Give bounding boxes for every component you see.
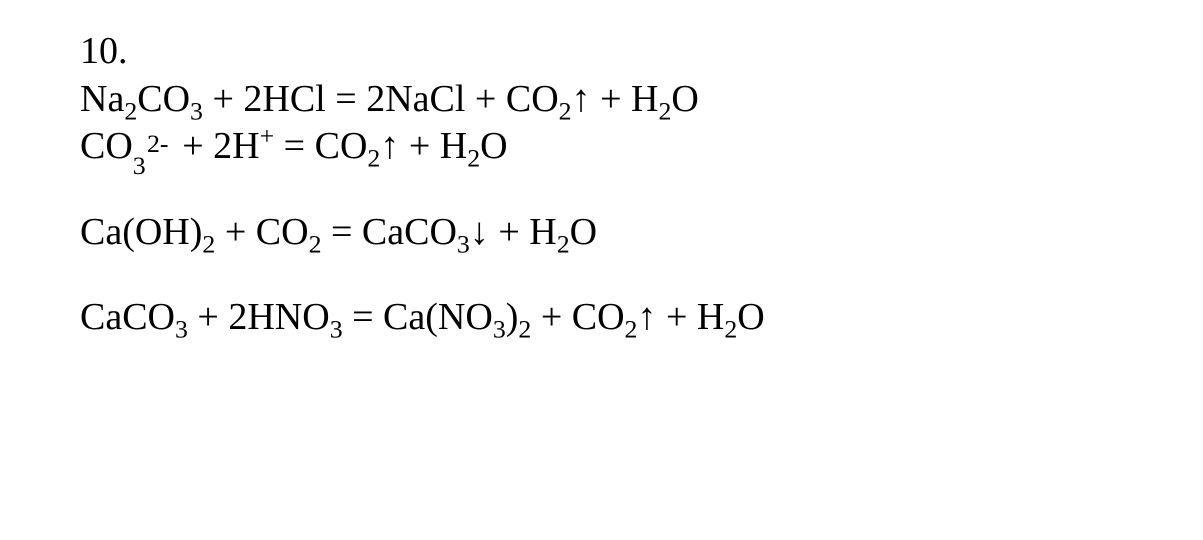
- spacer: [80, 171, 1203, 209]
- eq1-coef-r1: 2: [366, 78, 385, 120]
- eq1-h2o-h: H: [631, 78, 658, 120]
- eq2-coef2: 2: [213, 125, 232, 167]
- eq1-coef2: 2: [243, 78, 262, 120]
- eq1-na-sub: 2: [124, 96, 137, 125]
- equation-3: Ca(OH)2 + CO2 = CaCO3↓ + H2O: [80, 209, 1203, 257]
- equation-1: Na2CO3 + 2HCl = 2NaCl + CO2↑ + H2O: [80, 76, 1203, 124]
- heading-line: 10.: [80, 28, 1203, 76]
- eq3-caoh: Ca(OH): [80, 211, 202, 253]
- eq4-co2-sub: 2: [625, 315, 638, 344]
- eq4-hno3: HNO: [247, 296, 329, 338]
- eq4-caco3: CaCO: [80, 296, 175, 338]
- eq2-co2: CO: [315, 125, 368, 167]
- gas-arrow-icon: ↑: [637, 294, 656, 342]
- eq3-caco3: CaCO: [362, 211, 457, 253]
- eq1-co2-sub: 2: [559, 96, 572, 125]
- eq2-co: CO: [80, 125, 133, 167]
- eq1-equals: =: [326, 78, 366, 120]
- eq1-nacl: NaCl: [385, 78, 465, 120]
- eq1-plus-r2: +: [591, 78, 631, 120]
- gas-arrow-icon: ↑: [572, 76, 591, 124]
- eq3-h2o-o: O: [570, 211, 597, 253]
- eq1-plus1: +: [203, 78, 243, 120]
- eq2-h2o-o: O: [480, 125, 507, 167]
- eq2-co2-sub: 2: [367, 144, 380, 173]
- eq3-h2o-h: H: [529, 211, 556, 253]
- eq2-h2o-sub: 2: [467, 144, 480, 173]
- eq3-co2-sub: 2: [309, 229, 322, 258]
- eq1-h2o-o: O: [671, 78, 698, 120]
- eq1-hcl: HCl: [262, 78, 325, 120]
- equation-2: CO32- + 2H+ = CO2↑ + H2O: [80, 123, 1203, 171]
- eq4-cano3-sub: 3: [493, 315, 506, 344]
- eq4-cano3: Ca(NO: [383, 296, 493, 338]
- gas-arrow-icon: ↑: [380, 123, 399, 171]
- eq1-h2o-sub: 2: [658, 96, 671, 125]
- eq4-h2o-h: H: [697, 296, 724, 338]
- problem-number: 10.: [80, 30, 128, 72]
- eq2-h-sup: +: [260, 121, 275, 150]
- eq4-caco3-sub: 3: [175, 315, 188, 344]
- eq4-plus1: +: [188, 296, 228, 338]
- eq3-co2: CO: [256, 211, 309, 253]
- eq3-caoh-sub: 2: [202, 229, 215, 258]
- eq4-equals: =: [343, 296, 383, 338]
- equation-4: CaCO3 + 2HNO3 = Ca(NO3)2 + CO2↑ + H2O: [80, 294, 1203, 342]
- spacer: [80, 256, 1203, 294]
- eq2-plus-r1: +: [399, 125, 439, 167]
- eq2-equals: =: [274, 125, 314, 167]
- eq3-h2o-sub: 2: [557, 229, 570, 258]
- eq3-equals: =: [321, 211, 361, 253]
- eq1-na: Na: [80, 78, 124, 120]
- eq4-coef2: 2: [228, 296, 247, 338]
- eq1-co: CO: [137, 78, 190, 120]
- eq4-plus-r1: +: [531, 296, 571, 338]
- eq2-h2o-h: H: [440, 125, 467, 167]
- page: 10. Na2CO3 + 2HCl = 2NaCl + CO2↑ + H2O C…: [0, 0, 1203, 540]
- eq3-plus1: +: [215, 211, 255, 253]
- eq1-plus-r1: +: [465, 78, 505, 120]
- precipitate-arrow-icon: ↓: [470, 209, 489, 257]
- eq4-hno3-sub: 3: [330, 315, 343, 344]
- eq4-plus-r2: +: [656, 296, 696, 338]
- eq3-caco3-sub: 3: [457, 229, 470, 258]
- eq4-cano3-close: ): [506, 296, 519, 338]
- eq4-co2: CO: [572, 296, 625, 338]
- eq4-cano3-outer-sub: 2: [518, 315, 531, 344]
- eq3-plus-r1: +: [489, 211, 529, 253]
- eq2-h: H: [232, 125, 259, 167]
- eq2-plus1: +: [173, 125, 213, 167]
- eq4-h2o-sub: 2: [724, 315, 737, 344]
- eq1-co2: CO: [506, 78, 559, 120]
- eq1-co-sub: 3: [190, 96, 203, 125]
- eq4-h2o-o: O: [737, 296, 764, 338]
